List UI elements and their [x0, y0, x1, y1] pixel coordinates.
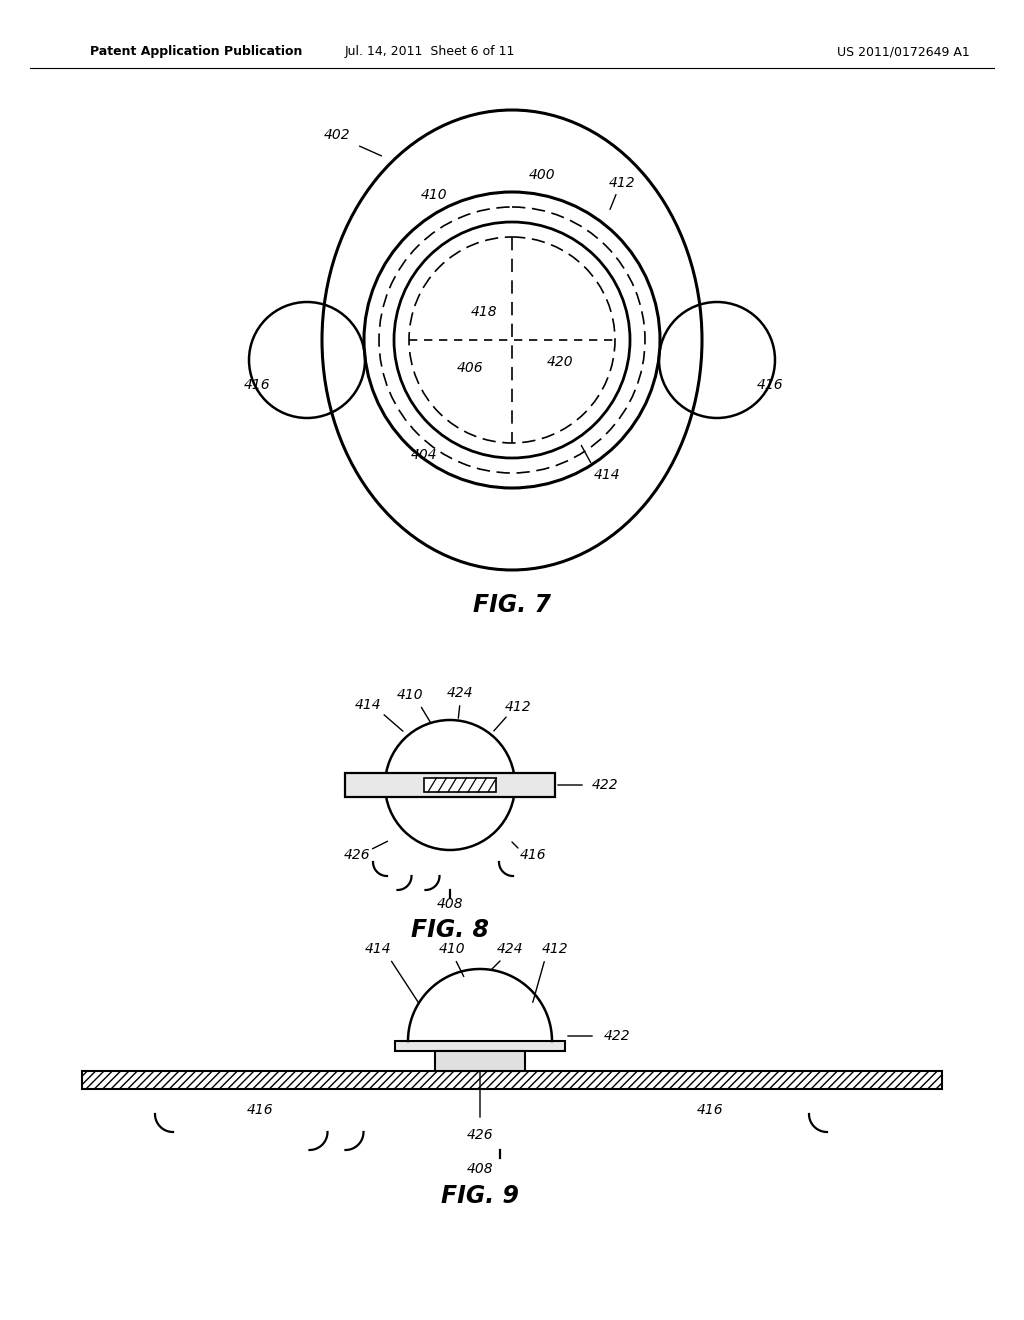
Text: 414: 414: [354, 698, 381, 711]
Bar: [82, 1071, 942, 1089]
Text: FIG. 9: FIG. 9: [441, 1184, 519, 1208]
Text: 420: 420: [547, 355, 573, 370]
Text: 424: 424: [446, 686, 473, 700]
Bar: [424, 777, 496, 792]
Text: Patent Application Publication: Patent Application Publication: [90, 45, 302, 58]
Text: 400: 400: [528, 168, 555, 182]
Text: Jul. 14, 2011  Sheet 6 of 11: Jul. 14, 2011 Sheet 6 of 11: [345, 45, 515, 58]
Text: 418: 418: [471, 305, 498, 319]
Text: 416: 416: [247, 1104, 273, 1117]
Text: FIG. 8: FIG. 8: [411, 917, 489, 942]
Text: 414: 414: [594, 469, 621, 482]
Text: 404: 404: [411, 447, 437, 462]
Text: 424: 424: [497, 942, 523, 956]
Text: FIG. 7: FIG. 7: [473, 593, 551, 616]
Text: 402: 402: [324, 128, 350, 143]
Bar: [345, 774, 555, 797]
Text: 408: 408: [436, 898, 463, 911]
Text: 416: 416: [757, 378, 783, 392]
Text: 426: 426: [344, 847, 371, 862]
Text: 426: 426: [467, 1129, 494, 1142]
Text: 410: 410: [438, 942, 465, 956]
Text: 406: 406: [457, 360, 483, 375]
Text: 410: 410: [421, 187, 447, 202]
Text: 422: 422: [592, 777, 618, 792]
Text: 412: 412: [608, 176, 635, 190]
Text: 412: 412: [542, 942, 568, 956]
Bar: [435, 1051, 525, 1071]
Text: US 2011/0172649 A1: US 2011/0172649 A1: [838, 45, 970, 58]
Text: 410: 410: [396, 688, 423, 702]
Text: 416: 416: [520, 847, 547, 862]
Text: 416: 416: [696, 1104, 723, 1117]
Text: 408: 408: [467, 1162, 494, 1176]
Text: 416: 416: [244, 378, 270, 392]
Text: 422: 422: [604, 1030, 631, 1043]
Text: 412: 412: [505, 700, 531, 714]
Bar: [395, 1041, 565, 1051]
Text: 414: 414: [365, 942, 391, 956]
